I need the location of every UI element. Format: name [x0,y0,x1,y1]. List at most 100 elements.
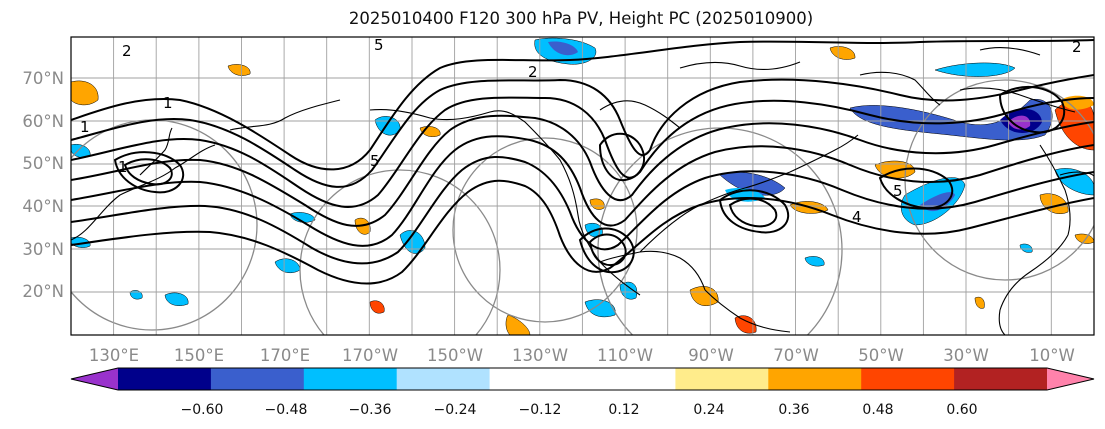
coastline [139,127,173,176]
coastline [979,46,1041,56]
colorbar-swatch [118,368,212,390]
colorbar [70,367,1095,391]
lat-label-20n: 20°N [22,282,64,301]
height-contour [578,227,635,274]
coastline [599,250,706,291]
pv-orange-blob [734,315,757,334]
lon-label: 70°W [773,346,819,365]
range-circle [452,137,638,323]
longitude-labels: 130°E 150°E 170°E 170°W 150°W 130°W 110°… [89,346,1075,365]
pv-orange-blob [1074,233,1094,244]
coastline [704,289,791,333]
lon-label: 90°W [688,346,734,365]
colorbar-swatch [1047,368,1094,390]
pv-blue-blob [164,292,189,306]
lon-label: 30°W [943,346,989,365]
contour-label: 2 [122,42,132,60]
pv-dark-blob [548,41,578,56]
height-contours [71,39,1094,285]
map-frame [70,36,1095,336]
contour-label: 5 [374,36,384,54]
height-contour [71,179,1094,285]
colorbar-tick-label: 0.24 [693,402,724,418]
pv-purple-core [1008,115,1031,130]
colorbar-swatch [396,368,491,390]
coastline [1039,144,1071,236]
height-contour [728,197,778,228]
colorbar-swatch [768,368,862,390]
lon-label: 150°W [427,346,483,365]
coastline [639,171,791,253]
pv-blue-blob [584,299,616,318]
colorbar-swatch [489,368,583,390]
lat-label-60n: 60°N [22,112,64,131]
colorbar-swatch [675,368,769,390]
height-contour [71,135,1094,247]
colorbar-tick-label: −0.60 [181,402,224,418]
pv-blue-blob [804,256,825,267]
pv-blue-blob [399,230,426,254]
height-contour [718,189,790,234]
pv-blue-blob [619,281,638,300]
contour-labels: 2 2 1 1 5 5 4 5 2 1 [80,36,1082,226]
height-contour [588,233,627,267]
coastline [369,108,526,123]
pv-orange-blob [227,64,251,76]
height-contour [71,96,1094,208]
height-contour [113,151,185,194]
height-contour [123,158,173,186]
colorbar-tick-label: −0.36 [349,402,392,418]
coastline [679,61,801,71]
lat-label-50n: 50°N [22,154,64,173]
pv-anomaly-shading [71,37,1094,335]
colorbar-tick-label: 0.48 [862,402,893,418]
pv-orange-blob [369,300,385,314]
height-contour [71,155,1094,265]
lon-label: 130°W [512,346,568,365]
colorbar-tick-label: −0.24 [434,402,477,418]
colorbar-swatch [210,368,305,390]
colorbar-tick-label: −0.48 [265,402,308,418]
coastline [789,134,859,173]
pv-blue-blob [1054,168,1094,196]
height-contour [71,74,1094,188]
colorbar-swatch [71,368,118,390]
range-circle [597,127,843,335]
lon-label: 170°E [260,346,310,365]
lat-label-40n: 40°N [22,197,64,216]
height-contour [998,85,1065,134]
contour-label: 2 [1072,38,1082,56]
contour-label: 2 [528,63,538,81]
contour-label: 5 [370,152,380,170]
lon-label: 10°W [1029,346,1075,365]
coastline [998,234,1069,335]
colorbar-tick-label: 0.36 [778,402,809,418]
height-contour [71,114,1094,227]
pv-blue-blob [129,290,143,300]
contour-label: 1 [163,94,173,112]
colorbar-tick-label: 0.60 [946,402,977,418]
height-contour [71,39,1094,171]
contour-label: 1 [118,158,128,176]
height-contour [598,132,645,182]
colorbar-tick-label: 0.12 [608,402,639,418]
lon-label: 110°W [597,346,653,365]
map-title: 2025010400 F120 300 hPa PV, Height PC (2… [348,9,814,28]
coastline [959,87,1076,113]
contour-label: 4 [852,208,862,226]
lat-label-30n: 30°N [22,240,64,259]
coastline [599,100,681,129]
pv-orange-blob [829,46,856,60]
pv-blue-blob [934,62,1016,77]
graticule [71,37,1094,335]
colorbar-swatch [861,368,955,390]
pv-orange-blob [974,296,985,309]
colorbar-swatch [954,368,1048,390]
latitude-labels: 70°N 60°N 50°N 40°N 30°N 20°N [22,69,64,301]
colorbar-swatch [303,368,398,390]
lat-label-70n: 70°N [22,69,64,88]
colorbar-swatch [582,368,676,390]
pv-orange-blob [505,314,531,335]
range-circle [299,169,501,335]
